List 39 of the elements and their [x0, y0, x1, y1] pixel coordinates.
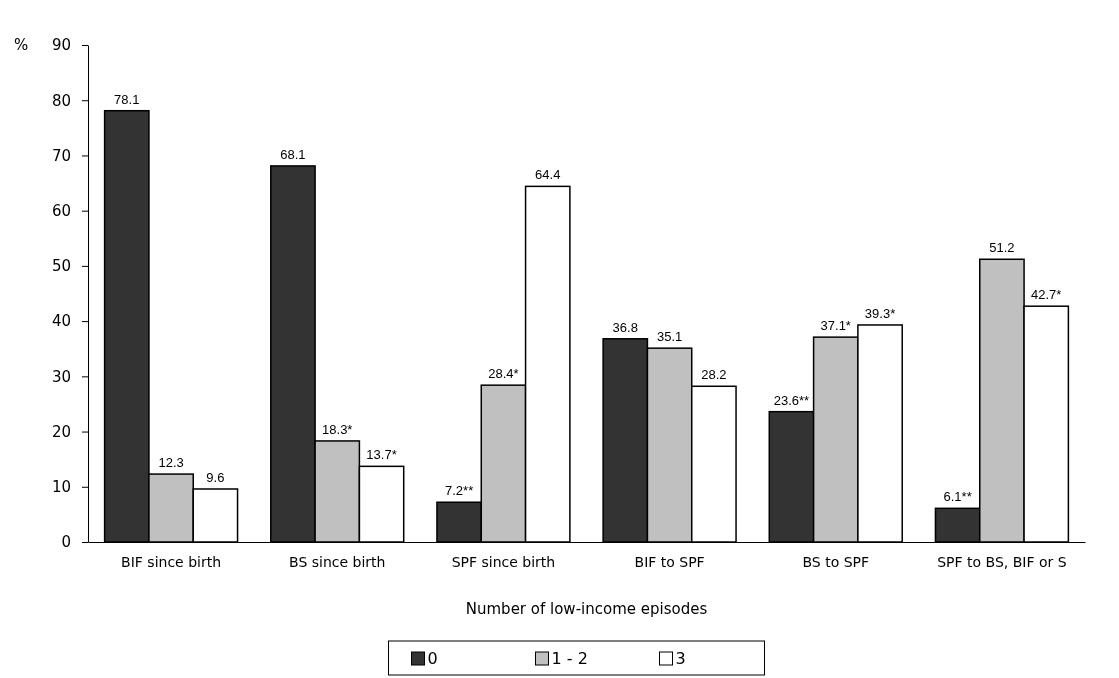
y-tick-label: 60: [51, 201, 71, 220]
data-label: 18.3*: [322, 421, 353, 437]
data-label: 9.6: [206, 469, 225, 485]
data-label: 51.2: [989, 240, 1015, 256]
legend-label: 3: [675, 649, 686, 668]
y-axis-title: %: [14, 36, 29, 54]
x-tick-label: BS since birth: [289, 554, 386, 571]
x-tick-label: BS to SPF: [802, 554, 870, 571]
x-tick-label: SPF since birth: [451, 554, 556, 571]
x-tick-label: BIF since birth: [121, 554, 222, 571]
legend-label: 0: [427, 649, 438, 668]
data-label: 42.7*: [1031, 287, 1062, 303]
y-tick-label: 10: [51, 478, 71, 497]
data-label: 64.4: [535, 167, 561, 183]
y-tick-label: 70: [51, 146, 71, 165]
y-tick-label: 50: [51, 257, 71, 276]
x-axis-title: Number of low-income episodes: [465, 600, 708, 618]
data-label: 39.3*: [864, 305, 896, 321]
data-label: 36.8: [612, 319, 638, 335]
data-label: 68.1: [280, 146, 306, 162]
y-tick-label: 90: [51, 36, 71, 55]
data-label: 35.1: [656, 329, 683, 345]
data-label: 12.3: [158, 455, 184, 471]
data-label: 37.1*: [820, 318, 851, 334]
data-label: 13.7*: [366, 447, 397, 463]
x-tick-label: BIF to SPF: [634, 554, 705, 571]
data-label: 28.4*: [488, 366, 519, 382]
y-tick-label: 0: [61, 533, 71, 552]
legend-label: 1 - 2: [551, 649, 588, 668]
y-tick-label: 40: [51, 312, 71, 331]
data-label: 7.2**: [445, 483, 474, 499]
data-label: 6.1**: [943, 489, 972, 505]
y-tick-label: 20: [51, 422, 71, 441]
data-label: 78.1: [114, 91, 140, 107]
y-tick-label: 30: [51, 367, 71, 386]
data-label: 23.6**: [773, 392, 810, 408]
x-tick-label: SPF to BS, BIF or S: [937, 554, 1067, 571]
y-tick-label: 80: [51, 91, 71, 110]
data-label: 28.2: [701, 367, 727, 383]
